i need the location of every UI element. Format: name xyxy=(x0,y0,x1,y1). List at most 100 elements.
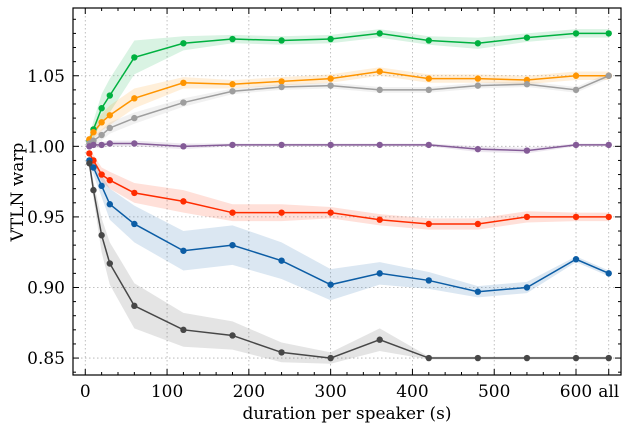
data-point xyxy=(106,92,114,99)
data-point xyxy=(106,124,114,132)
data-point xyxy=(131,140,138,147)
data-point xyxy=(474,40,482,47)
data-point xyxy=(131,54,138,61)
data-point xyxy=(572,141,580,149)
data-point xyxy=(229,35,236,43)
data-point xyxy=(523,284,531,291)
data-point xyxy=(376,270,383,277)
data-point xyxy=(327,75,334,82)
data-point xyxy=(106,260,114,267)
data-point xyxy=(86,160,93,167)
data-point xyxy=(106,177,114,184)
data-point xyxy=(474,82,482,89)
data-point xyxy=(605,270,612,277)
y-tick-label: 0.95 xyxy=(27,208,65,228)
data-point xyxy=(605,72,612,79)
data-point xyxy=(474,145,482,153)
data-point xyxy=(278,141,285,149)
data-point xyxy=(376,336,383,343)
y-tick-label: 0.85 xyxy=(27,349,65,369)
data-point xyxy=(425,277,432,284)
data-point xyxy=(106,201,114,208)
data-point xyxy=(278,209,285,216)
x-tick-label: 200 xyxy=(233,382,265,402)
data-point xyxy=(131,220,138,228)
data-point xyxy=(90,129,97,136)
data-point xyxy=(180,99,187,106)
series-band xyxy=(89,72,609,147)
data-point xyxy=(131,95,138,102)
data-point xyxy=(98,182,105,190)
x-tick-label: 400 xyxy=(396,382,428,402)
data-point xyxy=(425,354,432,362)
data-point xyxy=(131,189,138,197)
data-point xyxy=(180,143,187,150)
data-point xyxy=(98,171,105,178)
axis-ticks: 0 100 200 300 400 500 600 all 0.85 0.90 0.95 1.00 1.… xyxy=(27,8,621,402)
data-point xyxy=(474,220,482,228)
data-point xyxy=(376,141,383,149)
data-point xyxy=(90,141,97,149)
data-point xyxy=(180,247,187,254)
x-tick-label: 300 xyxy=(314,382,346,402)
data-point xyxy=(572,354,580,362)
y-tick-label: 1.05 xyxy=(27,67,65,87)
x-tick-label: 0 xyxy=(80,382,91,402)
data-point xyxy=(229,241,236,249)
data-point xyxy=(474,288,482,295)
data-point xyxy=(523,81,531,88)
data-point xyxy=(98,119,105,126)
data-point xyxy=(523,147,531,154)
x-tick-label: all xyxy=(598,382,619,402)
data-point xyxy=(605,354,612,362)
data-point xyxy=(523,34,531,41)
data-point xyxy=(327,141,334,149)
series-band xyxy=(89,67,609,144)
data-point xyxy=(572,86,580,94)
data-point xyxy=(98,232,105,239)
data-point xyxy=(229,141,236,149)
series-band xyxy=(89,140,609,154)
data-point xyxy=(425,141,432,149)
data-point xyxy=(90,186,97,194)
data-point xyxy=(605,30,612,37)
data-point xyxy=(572,30,580,37)
data-point xyxy=(278,78,285,85)
data-point xyxy=(605,141,612,149)
data-point xyxy=(278,349,285,356)
data-point xyxy=(376,216,383,223)
data-point xyxy=(523,354,531,362)
data-point xyxy=(425,37,432,44)
x-tick-label: 100 xyxy=(151,382,183,402)
data-point xyxy=(98,131,105,139)
data-point xyxy=(605,213,612,221)
data-point xyxy=(572,256,580,263)
data-point xyxy=(327,82,334,89)
x-axis-label: duration per speaker (s) xyxy=(242,404,451,424)
x-tick-label: 600 xyxy=(560,382,592,402)
data-point xyxy=(278,83,285,91)
data-point xyxy=(98,105,105,112)
data-point xyxy=(327,209,334,216)
data-point xyxy=(474,75,482,82)
data-point xyxy=(180,79,187,87)
series-points xyxy=(86,30,612,362)
data-point xyxy=(229,81,236,88)
x-tick-label: 500 xyxy=(478,382,510,402)
data-point xyxy=(327,35,334,43)
data-point xyxy=(376,30,383,37)
data-point xyxy=(98,141,105,149)
data-point xyxy=(180,326,187,334)
series-band xyxy=(89,156,609,301)
data-point xyxy=(278,37,285,44)
data-point xyxy=(327,281,334,288)
y-tick-label: 0.90 xyxy=(27,278,65,298)
data-point xyxy=(131,114,138,122)
data-point xyxy=(572,72,580,79)
data-point xyxy=(86,150,93,157)
data-point xyxy=(376,86,383,94)
data-point xyxy=(229,88,236,95)
data-point xyxy=(106,112,114,119)
